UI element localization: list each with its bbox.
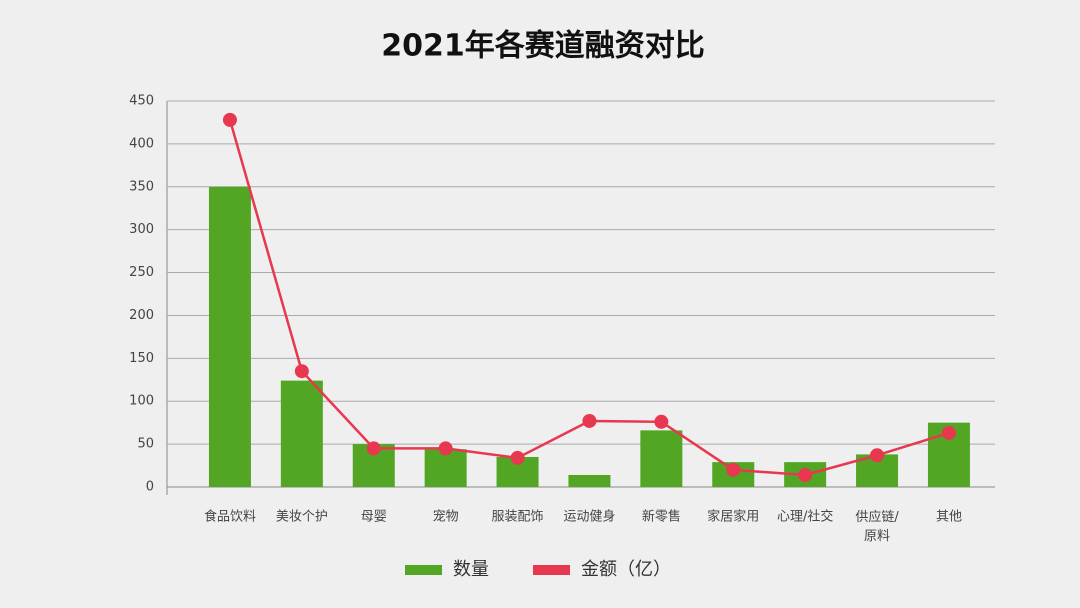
x-tick-label: 宠物: [433, 509, 459, 525]
line-point: [294, 364, 309, 379]
bar: [280, 380, 323, 487]
line-point: [654, 414, 669, 429]
x-tick-label: 服装配饰: [492, 510, 544, 525]
y-tick-label: 0: [146, 480, 154, 495]
legend-swatch: [533, 565, 570, 575]
line-point: [222, 112, 237, 127]
bar: [424, 449, 467, 487]
line-point: [941, 425, 956, 440]
y-tick-label: 350: [129, 179, 154, 194]
x-tick-label: 供应链/原料: [855, 509, 899, 544]
x-tick-label: 运动健身: [563, 509, 615, 525]
x-tick-label: 家居家用: [707, 509, 759, 525]
line-point: [366, 441, 381, 456]
bar: [208, 186, 251, 487]
x-tick-label: 新零售: [642, 509, 681, 525]
line-point: [438, 441, 453, 456]
chart-title: 2021年各赛道融资对比: [381, 29, 705, 64]
line-point: [798, 467, 813, 482]
bar: [640, 430, 683, 487]
x-tick-label: 美妆个护: [276, 510, 328, 525]
x-tick-label: 母婴: [361, 510, 387, 525]
y-tick-label: 150: [129, 351, 154, 366]
y-tick-label: 250: [129, 265, 154, 280]
y-tick-label: 50: [137, 437, 154, 452]
x-tick-label: 其他: [936, 510, 962, 525]
x-tick-label-line: 原料: [864, 529, 890, 544]
legend-label: 金额（亿）: [581, 559, 671, 580]
y-tick-label: 450: [129, 94, 154, 109]
bar: [568, 474, 611, 487]
x-tick-label: 食品饮料: [204, 509, 256, 525]
x-tick-label: 心理/社交: [777, 509, 833, 525]
x-tick-label-line: 供应链/: [855, 509, 899, 525]
line-point: [582, 413, 597, 428]
y-tick-label: 200: [129, 308, 154, 323]
y-tick-label: 100: [129, 394, 154, 409]
y-tick-label: 300: [129, 222, 154, 237]
line-point: [726, 462, 741, 477]
y-tick-label: 400: [129, 136, 154, 151]
legend-swatch: [405, 565, 442, 575]
line-point: [510, 450, 525, 465]
line-point: [870, 448, 885, 463]
legend-label: 数量: [453, 559, 489, 580]
